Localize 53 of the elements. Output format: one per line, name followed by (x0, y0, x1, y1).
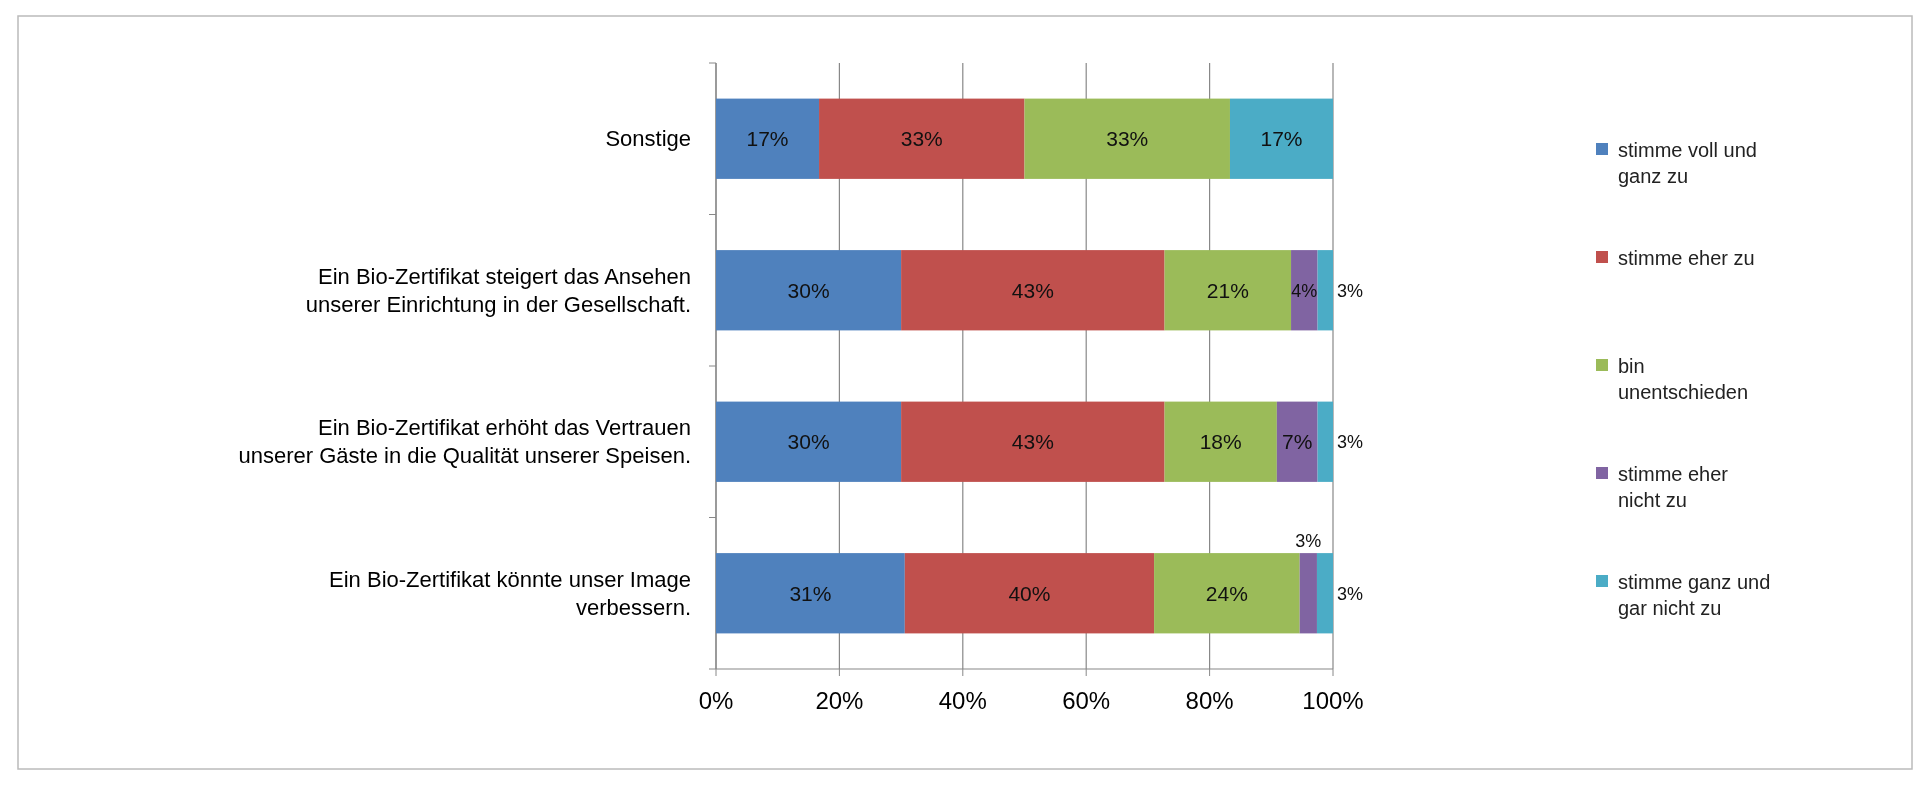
y-tick-label: Ein Bio-Zertifikat könnte unser Image verbessern. (329, 566, 691, 620)
data-label: 21% (1206, 278, 1249, 302)
x-tick-label: 100% (1302, 687, 1364, 714)
data-label: 43% (1011, 278, 1054, 302)
data-label: 33% (900, 127, 943, 151)
bar (1154, 553, 1300, 634)
data-label: 7% (1282, 430, 1313, 454)
bar (1316, 553, 1333, 634)
x-tick-label: 0% (698, 687, 734, 714)
data-label: 3% (1337, 280, 1364, 301)
data-label: 3% (1295, 531, 1322, 552)
bar (819, 98, 1025, 179)
data-label: 18% (1199, 430, 1242, 454)
bar (1164, 250, 1292, 331)
data-label: 24% (1205, 581, 1248, 605)
legend-label: bin unentschieden (1618, 355, 1749, 403)
legend-label: stimme eher zu (1618, 247, 1755, 269)
bar (716, 553, 905, 634)
data-label: 40% (1008, 581, 1051, 605)
bar (716, 98, 820, 179)
bar (1317, 250, 1333, 331)
data-label: 30% (787, 430, 830, 454)
x-tick-label: 80% (1185, 687, 1234, 714)
bar (901, 250, 1165, 331)
data-label: 30% (787, 278, 830, 302)
bar (1299, 553, 1317, 634)
bar (716, 401, 902, 482)
x-tick-label: 60% (1062, 687, 1111, 714)
y-tick-label: Ein Bio-Zertifikat erhöht das Vertrauen unserer Gäste in die Qualität unserer Speisen. (238, 415, 691, 469)
legend-label: stimme voll und ganz zu (1618, 139, 1757, 187)
bar (1276, 401, 1318, 482)
data-label: 31% (789, 581, 832, 605)
data-label: 33% (1106, 127, 1149, 151)
x-tick-label: 40% (938, 687, 987, 714)
data-label: 3% (1337, 432, 1364, 453)
y-tick-label: Sonstige (605, 126, 691, 152)
bar (716, 250, 902, 331)
data-label: 17% (1260, 127, 1303, 151)
bar (1291, 250, 1318, 331)
bar (1024, 98, 1230, 179)
bar (904, 553, 1155, 634)
bar (1317, 401, 1333, 482)
bar (901, 401, 1165, 482)
bar (1164, 401, 1277, 482)
data-label: 17% (746, 127, 789, 151)
bar (1229, 98, 1333, 179)
data-label: 43% (1011, 430, 1054, 454)
legend-label: stimme ganz und gar nicht zu (1618, 571, 1771, 619)
y-tick-label: Ein Bio-Zertifikat steigert das Ansehen unserer Einrichtung in der Gesellschaft. (305, 263, 691, 317)
x-tick-label: 20% (815, 687, 864, 714)
data-label: 3% (1337, 583, 1364, 604)
data-label: 4% (1291, 280, 1318, 301)
legend-label: stimme eher nicht zu (1618, 463, 1729, 511)
